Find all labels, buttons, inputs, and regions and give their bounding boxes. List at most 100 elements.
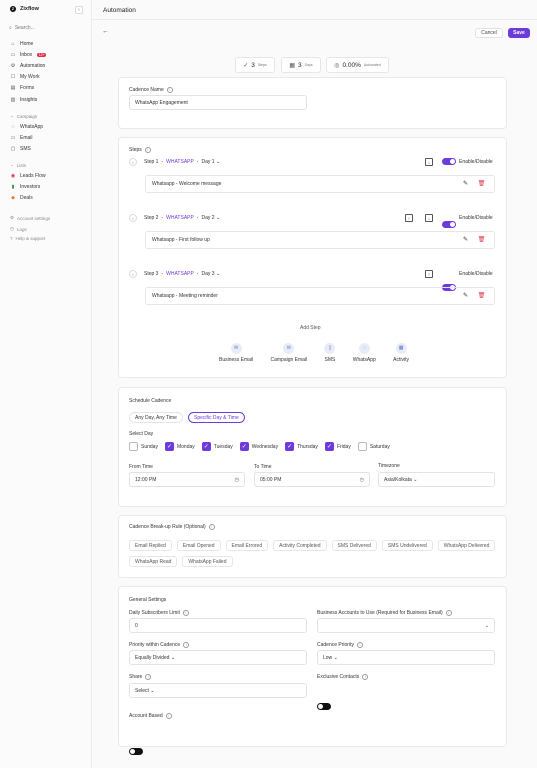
sidebar-item-whatsapp[interactable]: ◌ WhatsApp bbox=[10, 122, 44, 131]
add-campaign-email-button[interactable]: ✉ Campaign Email bbox=[270, 343, 307, 363]
trash-icon[interactable]: 🗑 bbox=[477, 293, 486, 299]
sidebar-item-forms[interactable]: ▤ Forms bbox=[10, 83, 35, 92]
clock-icon: ◷ bbox=[359, 476, 364, 483]
step-1-header: ◌ Step 1 - WHATSAPP - Day 1 ⌄ bbox=[129, 158, 220, 166]
whatsapp-icon: ◌ bbox=[358, 343, 370, 354]
sidebar-item-insights[interactable]: ▥ Insights bbox=[10, 95, 38, 104]
sidebar-item-home[interactable]: ⌂ Home bbox=[10, 39, 33, 48]
rule-whatsapp-failed[interactable]: WhatsApp Failed bbox=[182, 556, 233, 567]
stat-unit: Automated bbox=[363, 63, 381, 67]
step-day-dropdown[interactable]: Day 1 ⌄ bbox=[202, 159, 221, 165]
trash-icon[interactable]: 🗑 bbox=[477, 181, 486, 187]
help-support-link[interactable]: ? Help & support bbox=[10, 236, 45, 241]
step-1-message[interactable]: Whatsapp - Welcome message bbox=[145, 175, 495, 193]
info-icon[interactable]: i bbox=[356, 642, 363, 648]
message-text: Whatsapp - Welcome message bbox=[152, 181, 222, 187]
info-icon[interactable]: i bbox=[145, 674, 152, 680]
to-time-input[interactable]: 05:00 PM ◷ bbox=[254, 472, 370, 487]
trash-icon[interactable]: 🗑 bbox=[477, 237, 486, 243]
cancel-button[interactable]: Cancel bbox=[475, 28, 503, 38]
rule-activity-completed[interactable]: Activity Completed bbox=[273, 540, 327, 551]
info-icon[interactable]: i bbox=[166, 87, 173, 93]
step-label: Step 2 bbox=[144, 215, 159, 221]
rule-sms-undelivered[interactable]: SMS Undelivered bbox=[381, 540, 433, 551]
add-whatsapp-button[interactable]: ◌ WhatsApp bbox=[353, 343, 376, 363]
day-saturday[interactable]: Saturday bbox=[357, 442, 390, 451]
sidebar-item-inbox[interactable]: ▭ Inbox 12+ bbox=[10, 50, 47, 59]
add-activity-button[interactable]: ▦ Activity bbox=[393, 343, 409, 363]
business-accounts-select[interactable]: ⌄ bbox=[317, 618, 495, 633]
exclusive-contacts-toggle[interactable] bbox=[317, 703, 331, 710]
account-based-toggle[interactable] bbox=[129, 748, 143, 755]
edit-icon[interactable]: ✎ bbox=[462, 181, 469, 187]
step-1-toggle[interactable] bbox=[442, 158, 456, 165]
info-icon[interactable]: i bbox=[182, 610, 189, 616]
step-day-dropdown[interactable]: Day 2 ⌄ bbox=[202, 215, 221, 221]
move-down-button[interactable]: ↓ bbox=[425, 158, 433, 166]
move-up-button[interactable]: ↑ bbox=[405, 214, 413, 222]
move-down-button[interactable]: ↓ bbox=[425, 214, 433, 222]
daily-limit-input[interactable]: 0 bbox=[129, 618, 307, 633]
rule-whatsapp-delivered[interactable]: WhatsApp Delivered bbox=[437, 540, 496, 551]
info-icon[interactable]: i bbox=[208, 524, 215, 530]
day-sunday[interactable]: Sunday bbox=[129, 442, 158, 451]
edit-icon[interactable]: ✎ bbox=[462, 293, 469, 299]
day-friday[interactable]: ✓ Friday bbox=[324, 442, 351, 451]
info-icon[interactable]: i bbox=[183, 642, 190, 648]
logs-icon: ◷ bbox=[10, 226, 14, 231]
info-icon[interactable]: i bbox=[445, 610, 452, 616]
account-settings-link[interactable]: ⚙ Account settings bbox=[10, 215, 50, 221]
sidebar-item-automation[interactable]: ⚙ Automation bbox=[10, 61, 46, 70]
sidebar-item-leads-flow[interactable]: ◉ Leads Flow bbox=[10, 171, 46, 180]
mode-any-day[interactable]: Any Day, Any Time bbox=[129, 412, 183, 423]
search-input[interactable]: ⌕ Search... bbox=[9, 23, 85, 32]
from-time-label: From Time bbox=[129, 464, 153, 470]
campaign-section-header[interactable]: ⌄ Campaign bbox=[10, 113, 37, 119]
rule-email-replied[interactable]: Email Replied bbox=[129, 540, 172, 551]
back-arrow-icon[interactable]: ← bbox=[102, 28, 109, 35]
day-thursday[interactable]: ✓ Thursday bbox=[285, 442, 318, 451]
day-tuesday[interactable]: ✓ Tuesday bbox=[201, 442, 233, 451]
timezone-select[interactable]: Asia/Kolkata ⌄ bbox=[378, 472, 495, 487]
from-time-input[interactable]: 12:00 PM ◷ bbox=[129, 472, 245, 487]
edit-icon[interactable]: ✎ bbox=[462, 237, 469, 243]
step-2-toggle[interactable] bbox=[442, 221, 456, 228]
logs-link[interactable]: ◷ Logs bbox=[10, 226, 27, 232]
sidebar-item-deals[interactable]: ◆ Deals bbox=[10, 193, 33, 202]
collapse-sidebar-button[interactable]: ‹ bbox=[75, 6, 83, 14]
rule-email-opened[interactable]: Email Opened bbox=[176, 540, 221, 551]
info-icon[interactable]: i bbox=[165, 713, 172, 719]
whatsapp-icon: ◌ bbox=[11, 123, 15, 130]
sidebar-item-my-work[interactable]: ☐ My Work bbox=[10, 72, 40, 81]
brand[interactable]: Z Zixflow bbox=[10, 6, 39, 12]
move-up-button[interactable]: ↑ bbox=[425, 270, 433, 278]
label-text: Cadence Priority bbox=[317, 642, 354, 648]
sidebar-item-email[interactable]: ▭ Email bbox=[10, 133, 33, 142]
step-day-dropdown[interactable]: Day 3 ⌄ bbox=[202, 271, 221, 277]
zixflow-logo-icon: Z bbox=[10, 6, 16, 12]
cadence-priority-select[interactable]: Low ⌄ bbox=[317, 650, 495, 665]
steps-card bbox=[118, 137, 507, 378]
mode-specific-day[interactable]: Specific Day & Time bbox=[188, 412, 245, 423]
priority-select[interactable]: Equally Divided ⌄ bbox=[129, 650, 307, 665]
lists-section-header[interactable]: ⌄ Lists bbox=[10, 162, 26, 168]
day-monday[interactable]: ✓ Monday bbox=[164, 442, 195, 451]
info-icon[interactable]: i bbox=[144, 147, 151, 153]
save-button[interactable]: Save bbox=[508, 28, 530, 38]
rule-email-errored[interactable]: Email Errored bbox=[225, 540, 269, 551]
add-sms-button[interactable]: ▯ SMS bbox=[324, 343, 336, 363]
add-business-email-button[interactable]: ✉ Business Email bbox=[219, 343, 253, 363]
sidebar-item-sms[interactable]: ▢ SMS bbox=[10, 144, 31, 153]
sidebar-item-investors[interactable]: ▮ Investors bbox=[10, 182, 41, 191]
step-3-message[interactable]: Whatsapp - Meeting reminder bbox=[145, 287, 495, 305]
exclusive-contacts-label: Exclusive Contacts i bbox=[317, 674, 369, 680]
rule-sms-delivered[interactable]: SMS Delivered bbox=[331, 540, 377, 551]
share-select[interactable]: Select ⌄ bbox=[129, 683, 307, 698]
cadence-name-input[interactable]: WhatsApp Engagement bbox=[129, 95, 307, 110]
chevron-down-icon: ⌄ bbox=[150, 687, 155, 694]
info-icon[interactable]: i bbox=[362, 674, 369, 680]
automated-stat: ◎ 0.00% Automated bbox=[326, 57, 389, 73]
step-2-message[interactable]: Whatsapp - First follow up bbox=[145, 231, 495, 249]
day-wednesday[interactable]: ✓ Wednesday bbox=[239, 442, 278, 451]
rule-whatsapp-read[interactable]: WhatsApp Read bbox=[129, 556, 178, 567]
